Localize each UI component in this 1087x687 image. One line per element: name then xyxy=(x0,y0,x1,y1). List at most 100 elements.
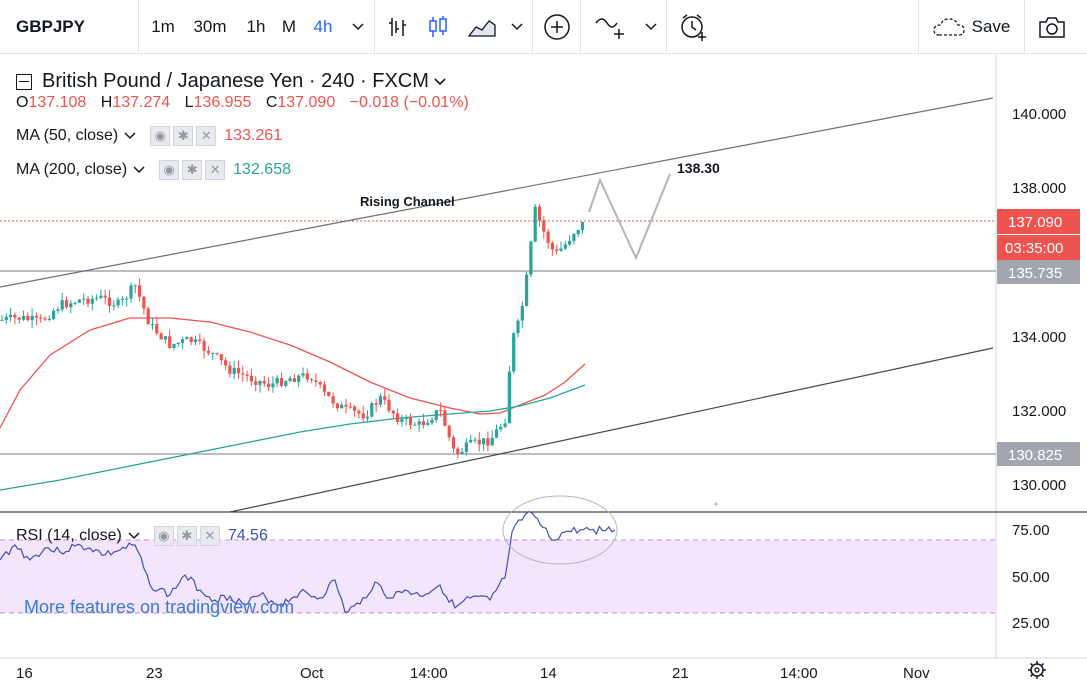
interval-month[interactable]: M xyxy=(281,17,297,36)
time-tick: 16 xyxy=(16,665,33,682)
candle-body xyxy=(456,448,460,454)
candle-body xyxy=(348,406,352,408)
candles-icon[interactable] xyxy=(422,0,454,54)
candle-body xyxy=(34,315,38,318)
bar-chart-icon[interactable] xyxy=(382,0,414,54)
area-chart-icon[interactable] xyxy=(462,0,502,54)
interval-4h[interactable]: 4h xyxy=(313,17,333,36)
close-icon[interactable]: ✕ xyxy=(205,160,226,180)
chart-type-chevron-down-icon[interactable] xyxy=(506,0,528,54)
save-label: Save xyxy=(971,17,1011,36)
candle-body xyxy=(353,406,357,411)
low-value: 136.955 xyxy=(193,94,252,111)
candle-body xyxy=(357,410,361,414)
candle-body xyxy=(82,298,86,300)
ma50-chevron-down-icon[interactable] xyxy=(124,132,136,140)
candle-body xyxy=(52,310,56,319)
candle-body xyxy=(163,336,167,340)
candle-body xyxy=(60,300,64,310)
countdown-badge xyxy=(997,235,1080,260)
candle-body xyxy=(116,299,120,306)
rsi-controls: ◉ ✱ ✕ xyxy=(153,526,220,546)
eye-icon[interactable]: ◉ xyxy=(153,526,174,546)
candle-body xyxy=(107,297,112,307)
close-icon[interactable]: ✕ xyxy=(199,526,220,546)
save-button[interactable]: Save xyxy=(930,0,1012,54)
toolbar-divider xyxy=(918,0,919,54)
rsi-band xyxy=(0,540,996,613)
watermark-link[interactable]: More features on tradingview.com xyxy=(24,597,295,617)
settings-gear-icon[interactable] xyxy=(1028,661,1046,679)
top-toolbar: GBPJPY 1m 30m 1h M 4h Save xyxy=(0,0,1087,54)
symbol-title-row[interactable]: British Pound / Japanese Yen · 240 · FXC… xyxy=(16,70,447,93)
rsi-legend[interactable]: RSI (14, close) ◉ ✱ ✕ 74.56 xyxy=(16,526,268,546)
ma200-value: 132.658 xyxy=(233,161,291,178)
price-tick: 140.000 xyxy=(1012,106,1066,123)
gear-icon[interactable]: ✱ xyxy=(176,526,197,546)
time-tick: Oct xyxy=(300,665,324,682)
candles-group xyxy=(0,204,585,459)
candle-body xyxy=(460,451,464,454)
candle-body xyxy=(69,303,73,308)
candle-body xyxy=(254,381,258,385)
candle-body xyxy=(464,442,468,452)
collapse-icon[interactable] xyxy=(16,73,32,90)
camera-icon[interactable] xyxy=(1032,0,1072,54)
candle-body xyxy=(430,419,434,423)
candle-body xyxy=(391,410,395,414)
eye-icon[interactable]: ◉ xyxy=(150,126,171,146)
compare-chevron-down-icon[interactable] xyxy=(640,0,662,54)
candle-body xyxy=(228,365,232,374)
toolbar-divider xyxy=(532,0,533,54)
candle-body xyxy=(516,320,520,334)
candle-body xyxy=(310,379,314,381)
alert-clock-icon[interactable] xyxy=(674,0,712,54)
candle-body xyxy=(563,244,567,249)
candle-body xyxy=(267,383,271,388)
level-upper-badge xyxy=(997,260,1080,284)
rsi-label: RSI (14, close) xyxy=(16,527,122,544)
candle-body xyxy=(426,422,430,425)
channel-label: Rising Channel xyxy=(360,194,455,209)
time-tick: 14 xyxy=(540,665,557,682)
interval-1h[interactable]: 1h xyxy=(246,17,266,36)
intervals-chevron-down-icon[interactable] xyxy=(346,0,370,54)
candle-body xyxy=(322,384,327,392)
compare-icon[interactable] xyxy=(590,0,630,54)
close-icon[interactable]: ✕ xyxy=(196,126,217,146)
candle-body xyxy=(443,410,447,426)
candle-body xyxy=(86,298,90,304)
candle-body xyxy=(172,343,176,349)
eye-icon[interactable]: ◉ xyxy=(159,160,180,180)
gear-icon[interactable]: ✱ xyxy=(182,160,203,180)
candle-body xyxy=(542,220,546,232)
ma50-label: MA (50, close) xyxy=(16,127,119,144)
ma200-label: MA (200, close) xyxy=(16,161,128,178)
candle-body xyxy=(568,240,572,245)
title-chevron-down-icon[interactable] xyxy=(433,77,447,87)
ma50-legend[interactable]: MA (50, close) ◉ ✱ ✕ 133.261 xyxy=(16,126,282,146)
level-upper-value: 135.735 xyxy=(1008,265,1062,282)
ma200-legend[interactable]: MA (200, close) ◉ ✱ ✕ 132.658 xyxy=(16,160,291,180)
add-indicator-icon[interactable] xyxy=(540,0,574,54)
price-axis[interactable]: 140.000 138.000 134.000 132.000 130.000 … xyxy=(997,106,1080,632)
symbol-search[interactable]: GBPJPY xyxy=(16,17,85,36)
candle-body xyxy=(215,353,219,355)
candle-body xyxy=(580,221,585,231)
candle-body xyxy=(529,241,533,275)
ma200-chevron-down-icon[interactable] xyxy=(133,166,145,174)
gear-icon[interactable]: ✱ xyxy=(173,126,194,146)
rsi-chevron-down-icon[interactable] xyxy=(128,532,140,540)
candle-body xyxy=(413,424,417,426)
interval-30m[interactable]: 30m xyxy=(193,17,227,36)
candle-body xyxy=(249,375,253,382)
candle-body xyxy=(138,285,142,297)
candle-body xyxy=(9,314,13,317)
stray-dot xyxy=(714,502,718,506)
candle-body xyxy=(576,230,580,234)
time-axis[interactable]: 16 23 Oct 14:00 14 21 14:00 Nov xyxy=(16,665,930,682)
candle-body xyxy=(503,423,507,427)
interval-1m[interactable]: 1m xyxy=(151,17,175,36)
candle-body xyxy=(490,437,494,446)
